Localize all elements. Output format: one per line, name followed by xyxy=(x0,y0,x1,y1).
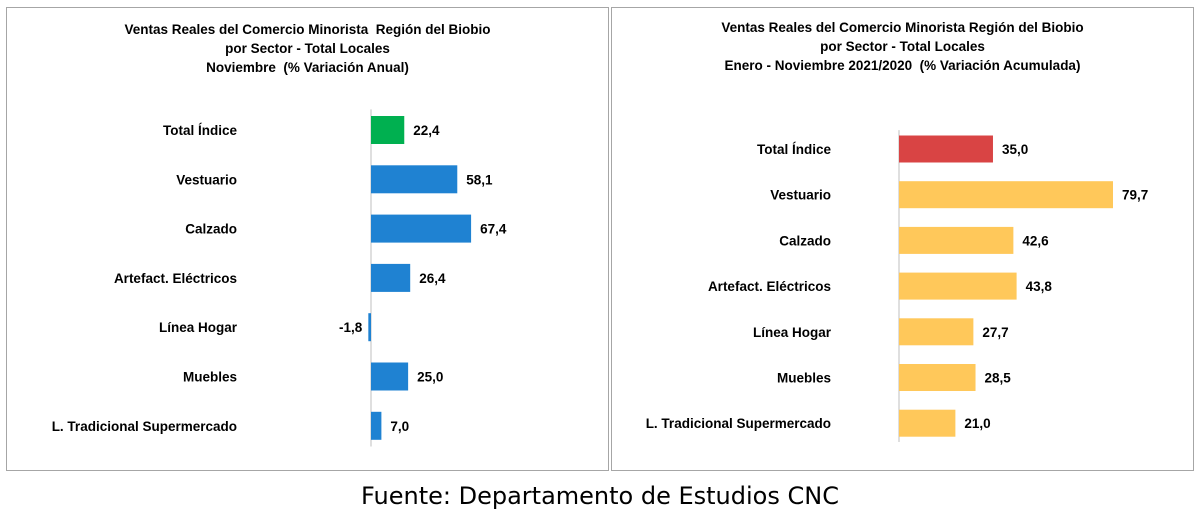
chart-title-anual: Ventas Reales del Comercio Minorista Reg… xyxy=(7,20,608,77)
bar-anual-1 xyxy=(371,165,458,194)
category-label: Calzado xyxy=(779,233,831,248)
category-label: Vestuario xyxy=(176,172,237,187)
value-label: 26,4 xyxy=(419,271,446,286)
chart-title-line: por Sector - Total Locales xyxy=(820,39,985,54)
value-label: 79,7 xyxy=(1122,188,1148,203)
bar-acumulada-4 xyxy=(899,318,974,346)
bar-chart-anual: Total Índice 22,4 Vestuario 58,1 Calzado 67,4… xyxy=(52,109,507,447)
category-label: Total Índice xyxy=(163,123,237,138)
bar-acumulada-3 xyxy=(899,272,1017,300)
value-label: 7,0 xyxy=(390,419,409,434)
value-label: 22,4 xyxy=(413,123,440,138)
bar-anual-6 xyxy=(371,411,382,440)
source-note: Fuente: Departamento de Estudios CNC xyxy=(361,482,839,510)
value-label: -1,8 xyxy=(339,320,363,335)
bar-anual-0 xyxy=(371,116,405,144)
bar-anual-5 xyxy=(371,362,409,391)
category-label: Muebles xyxy=(777,371,831,386)
category-label: Total Índice xyxy=(757,142,831,157)
bar-chart-acumulada: Total Índice 35,0 Vestuario 79,7 Calzado 42,6… xyxy=(646,130,1148,443)
bar-acumulada-1 xyxy=(899,181,1113,209)
chart-title-line: por Sector - Total Locales xyxy=(225,41,390,56)
category-label: Línea Hogar xyxy=(753,325,832,340)
chart-title-line: Ventas Reales del Comercio Minorista Reg… xyxy=(721,20,1084,35)
value-label: 28,5 xyxy=(985,371,1012,386)
category-label: L. Tradicional Supermercado xyxy=(52,419,237,434)
category-label: Vestuario xyxy=(770,188,831,203)
category-label: Artefact. Eléctricos xyxy=(114,271,237,286)
value-label: 58,1 xyxy=(466,172,493,187)
chart-title-acumulada: Ventas Reales del Comercio Minorista Reg… xyxy=(612,18,1193,75)
category-label: Calzado xyxy=(185,222,237,237)
bar-anual-2 xyxy=(371,214,472,243)
value-label: 67,4 xyxy=(480,222,507,237)
value-label: 35,0 xyxy=(1002,142,1028,157)
chart-panel-acumulada: Ventas Reales del Comercio Minorista Reg… xyxy=(611,7,1194,471)
chart-title-line: Ventas Reales del Comercio Minorista Reg… xyxy=(124,22,491,37)
value-label: 42,6 xyxy=(1022,233,1049,248)
value-label: 27,7 xyxy=(982,325,1008,340)
category-label: L. Tradicional Supermercado xyxy=(646,416,831,431)
value-label: 43,8 xyxy=(1026,279,1053,294)
bar-acumulada-5 xyxy=(899,364,976,391)
category-label: Línea Hogar xyxy=(159,320,238,335)
bar-acumulada-6 xyxy=(899,409,956,437)
category-label: Artefact. Eléctricos xyxy=(708,279,831,294)
bar-acumulada-2 xyxy=(899,226,1014,254)
value-label: 25,0 xyxy=(417,370,443,385)
bar-acumulada-0 xyxy=(899,135,993,163)
chart-title-line: Enero - Noviembre 2021/2020 (% Variación… xyxy=(724,58,1081,73)
bar-anual-4 xyxy=(368,313,371,342)
chart-panel-anual: Ventas Reales del Comercio Minorista Reg… xyxy=(6,7,609,471)
value-label: 21,0 xyxy=(964,416,990,431)
category-label: Muebles xyxy=(183,370,237,385)
bar-anual-3 xyxy=(371,263,411,292)
chart-title-line: Noviembre (% Variación Anual) xyxy=(206,60,409,75)
